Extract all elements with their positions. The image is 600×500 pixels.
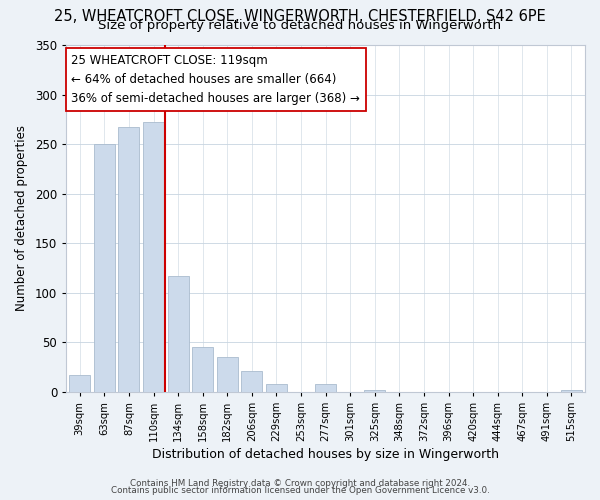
Bar xyxy=(118,127,139,392)
Bar xyxy=(266,384,287,392)
Text: Contains public sector information licensed under the Open Government Licence v3: Contains public sector information licen… xyxy=(110,486,490,495)
Text: Contains HM Land Registry data © Crown copyright and database right 2024.: Contains HM Land Registry data © Crown c… xyxy=(130,478,470,488)
Bar xyxy=(315,384,336,392)
Bar xyxy=(94,144,115,392)
Text: Size of property relative to detached houses in Wingerworth: Size of property relative to detached ho… xyxy=(98,19,502,32)
Y-axis label: Number of detached properties: Number of detached properties xyxy=(15,126,28,312)
Bar xyxy=(167,276,188,392)
Bar xyxy=(192,347,213,392)
Bar xyxy=(561,390,582,392)
Text: 25 WHEATCROFT CLOSE: 119sqm
← 64% of detached houses are smaller (664)
36% of se: 25 WHEATCROFT CLOSE: 119sqm ← 64% of det… xyxy=(71,54,360,104)
X-axis label: Distribution of detached houses by size in Wingerworth: Distribution of detached houses by size … xyxy=(152,448,499,461)
Text: 25, WHEATCROFT CLOSE, WINGERWORTH, CHESTERFIELD, S42 6PE: 25, WHEATCROFT CLOSE, WINGERWORTH, CHEST… xyxy=(54,9,546,24)
Bar xyxy=(217,357,238,392)
Bar xyxy=(69,375,90,392)
Bar xyxy=(241,371,262,392)
Bar xyxy=(143,122,164,392)
Bar xyxy=(364,390,385,392)
